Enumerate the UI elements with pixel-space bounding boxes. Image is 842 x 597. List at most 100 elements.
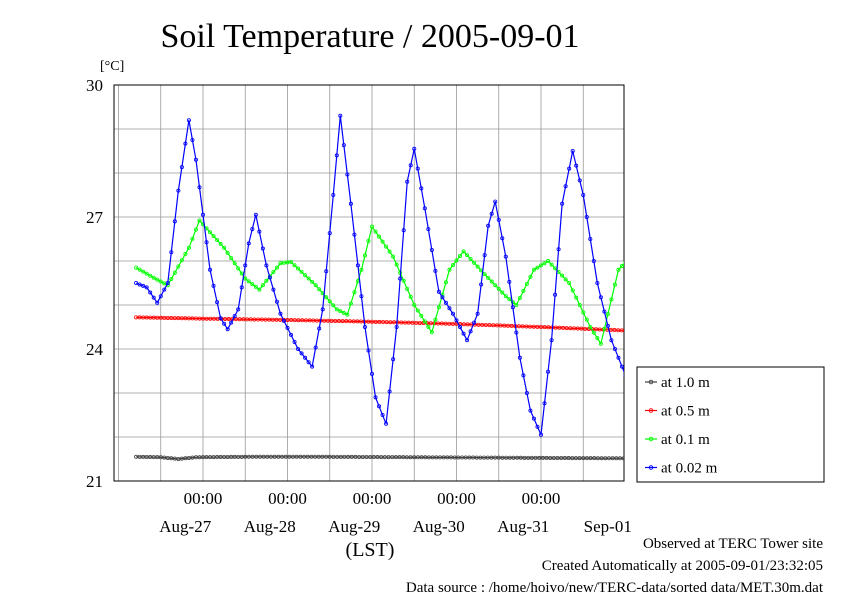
legend-label: at 0.1 m <box>661 432 710 448</box>
data-point <box>200 212 205 217</box>
data-point <box>486 275 491 280</box>
data-point <box>320 307 325 312</box>
data-point <box>426 227 431 232</box>
legend-swatch-marker <box>648 408 654 413</box>
data-point <box>595 456 600 461</box>
data-point <box>324 269 329 274</box>
data-point <box>479 282 484 287</box>
data-point <box>215 300 220 305</box>
data-point <box>567 166 572 171</box>
data-point <box>313 283 318 288</box>
data-point <box>300 318 305 323</box>
data-point <box>556 247 561 252</box>
data-point <box>264 263 269 268</box>
data-point <box>229 256 234 261</box>
data-point <box>447 267 452 272</box>
data-point <box>443 300 448 305</box>
data-point <box>681 282 684 285</box>
data-point <box>480 322 485 327</box>
data-point <box>377 404 382 409</box>
data-point <box>287 454 292 459</box>
data-point <box>452 455 457 460</box>
data-point <box>616 355 621 360</box>
data-point <box>260 283 265 288</box>
data-point <box>623 260 624 264</box>
data-point <box>475 311 480 316</box>
data-point <box>458 324 463 329</box>
data-point <box>526 455 531 460</box>
data-point <box>352 290 357 295</box>
data-point <box>666 242 669 245</box>
data-point <box>597 327 602 332</box>
data-point <box>577 302 582 307</box>
data-point <box>305 454 310 459</box>
data-point <box>373 319 378 324</box>
data-point <box>653 330 656 333</box>
data-point <box>324 295 329 300</box>
data-point <box>465 338 470 343</box>
data-point <box>243 263 248 268</box>
data-point <box>384 244 389 249</box>
data-point <box>433 317 438 322</box>
series-layer <box>134 113 701 461</box>
data-point <box>551 455 556 460</box>
data-point <box>162 287 167 292</box>
data-point <box>317 326 322 331</box>
data-point <box>560 201 565 206</box>
y-tick-label: 30 <box>86 76 103 95</box>
data-point <box>666 281 669 284</box>
data-point <box>375 455 380 460</box>
data-point <box>566 456 571 461</box>
data-point <box>246 241 251 246</box>
data-point <box>347 319 352 324</box>
data-point <box>605 323 610 328</box>
data-point <box>267 317 272 322</box>
data-point <box>694 321 697 324</box>
data-point <box>635 329 638 332</box>
data-point <box>500 455 505 460</box>
data-point <box>261 454 266 459</box>
data-point <box>670 251 673 254</box>
data-point <box>404 455 409 460</box>
data-point <box>299 269 304 274</box>
data-point <box>176 264 181 269</box>
data-point <box>253 212 258 217</box>
data-point <box>419 186 424 191</box>
data-point <box>468 329 473 334</box>
data-point <box>570 288 575 293</box>
data-point <box>472 320 477 325</box>
data-point <box>310 279 315 284</box>
data-point <box>388 320 393 325</box>
data-point <box>148 290 153 295</box>
data-point <box>594 327 599 332</box>
data-point <box>412 455 417 460</box>
data-point <box>623 374 624 377</box>
data-point <box>659 274 662 277</box>
data-point <box>219 316 224 321</box>
data-point <box>158 279 163 284</box>
data-point <box>660 330 663 333</box>
data-point <box>656 277 659 280</box>
data-point <box>379 455 384 460</box>
data-point <box>426 455 431 460</box>
data-point <box>381 320 386 325</box>
data-point <box>511 455 516 460</box>
data-point <box>292 318 297 323</box>
data-point <box>606 456 611 461</box>
data-point <box>524 324 529 329</box>
data-point <box>340 319 345 324</box>
data-point <box>652 266 655 269</box>
data-point <box>549 338 554 343</box>
data-point <box>303 355 308 360</box>
data-point <box>186 118 191 123</box>
x-date-tick-label: Aug-28 <box>244 517 296 536</box>
data-point <box>369 371 374 376</box>
data-point <box>345 312 350 317</box>
data-point <box>698 328 701 331</box>
data-point <box>415 308 420 313</box>
data-point <box>559 456 564 461</box>
data-point <box>408 455 413 460</box>
data-point <box>535 424 540 429</box>
data-point <box>598 295 603 300</box>
data-point <box>410 320 415 325</box>
